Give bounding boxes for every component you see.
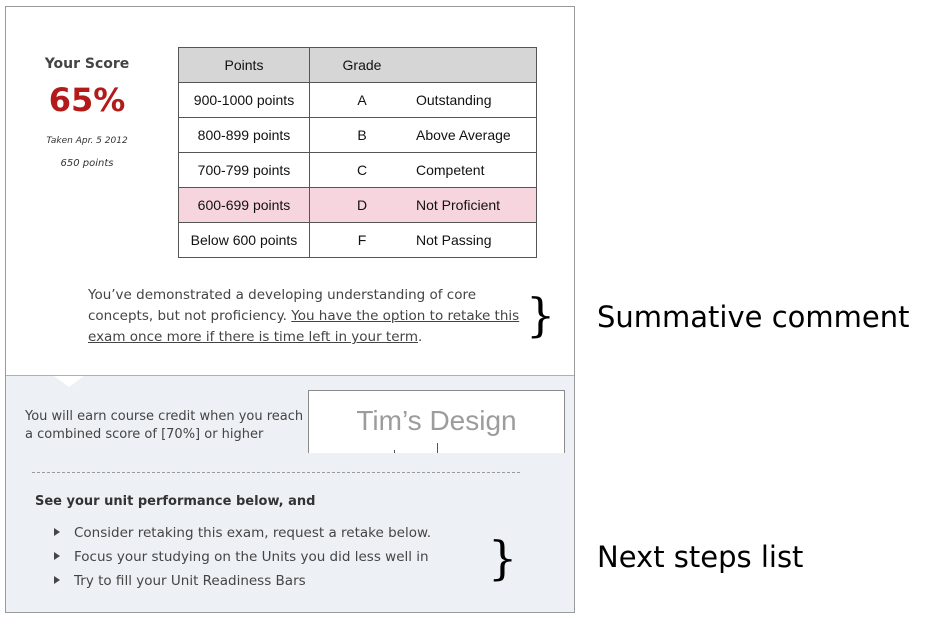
row-grade: F [309, 222, 414, 258]
table-row-highlighted: 600-699 points D Not Proficient [178, 187, 537, 223]
header-points: Points [178, 47, 310, 83]
next-steps-heading: See your unit performance below, and [35, 494, 316, 509]
row-description: Above Average [414, 117, 537, 153]
row-points: 900-1000 points [178, 82, 310, 118]
score-title: Your Score [44, 56, 130, 72]
header-grade: Grade [309, 47, 414, 83]
design-tick [437, 443, 438, 453]
table-row: 800-899 points B Above Average [178, 117, 537, 153]
row-points: 600-699 points [178, 187, 310, 223]
score-percentage: 65% [48, 81, 126, 119]
header-description [414, 47, 537, 83]
row-points: 800-899 points [178, 117, 310, 153]
row-grade: D [309, 187, 414, 223]
row-points: 700-799 points [178, 152, 310, 188]
triangle-bullet-icon [54, 576, 60, 584]
row-grade: A [309, 82, 414, 118]
row-grade: B [309, 117, 414, 153]
next-steps-brace: } [488, 531, 518, 585]
design-tick [394, 450, 395, 453]
panel-notch [54, 376, 84, 387]
next-steps-panel: You will earn course credit when you rea… [6, 375, 574, 612]
exam-result-card: Your Score 65% Taken Apr. 5 2012 650 poi… [5, 6, 575, 613]
next-steps-annotation: Next steps list [597, 540, 804, 574]
summative-brace: } [526, 288, 556, 342]
comment-end: . [418, 329, 423, 345]
list-item: Consider retaking this exam, request a r… [54, 521, 431, 545]
table-row: 900-1000 points A Outstanding [178, 82, 537, 118]
summative-comment-annotation: Summative comment [597, 300, 910, 334]
grade-table: Points Grade 900-1000 points A Outstandi… [178, 47, 537, 258]
design-placeholder: Tim’s Design [308, 390, 565, 453]
next-steps-list: Consider retaking this exam, request a r… [54, 521, 431, 593]
list-item-text: Focus your studying on the Units you did… [74, 549, 429, 565]
comment-text: You’ve demonstrated a developing underst… [88, 287, 477, 324]
retake-option-link[interactable]: You have the option to retake this exam … [88, 308, 520, 345]
score-points: 650 points [60, 158, 114, 169]
triangle-bullet-icon [54, 528, 60, 536]
course-credit-text: You will earn course credit when you rea… [25, 409, 304, 442]
score-date: Taken Apr. 5 2012 [46, 136, 128, 146]
row-grade: C [309, 152, 414, 188]
summative-comment: You’ve demonstrated a developing underst… [88, 285, 528, 348]
design-placeholder-label: Tim’s Design [356, 405, 517, 436]
table-row: Below 600 points F Not Passing [178, 222, 537, 258]
list-item-text: Try to fill your Unit Readiness Bars [74, 573, 306, 589]
row-description: Not Passing [414, 222, 537, 258]
grade-table-header: Points Grade [178, 47, 537, 83]
row-description: Outstanding [414, 82, 537, 118]
table-row: 700-799 points C Competent [178, 152, 537, 188]
row-description: Not Proficient [414, 187, 537, 223]
list-item: Focus your studying on the Units you did… [54, 545, 431, 569]
row-description: Competent [414, 152, 537, 188]
list-item-text: Consider retaking this exam, request a r… [74, 525, 432, 541]
row-points: Below 600 points [178, 222, 310, 258]
list-item: Try to fill your Unit Readiness Bars [54, 569, 431, 593]
dashed-divider [32, 472, 520, 473]
triangle-bullet-icon [54, 552, 60, 560]
